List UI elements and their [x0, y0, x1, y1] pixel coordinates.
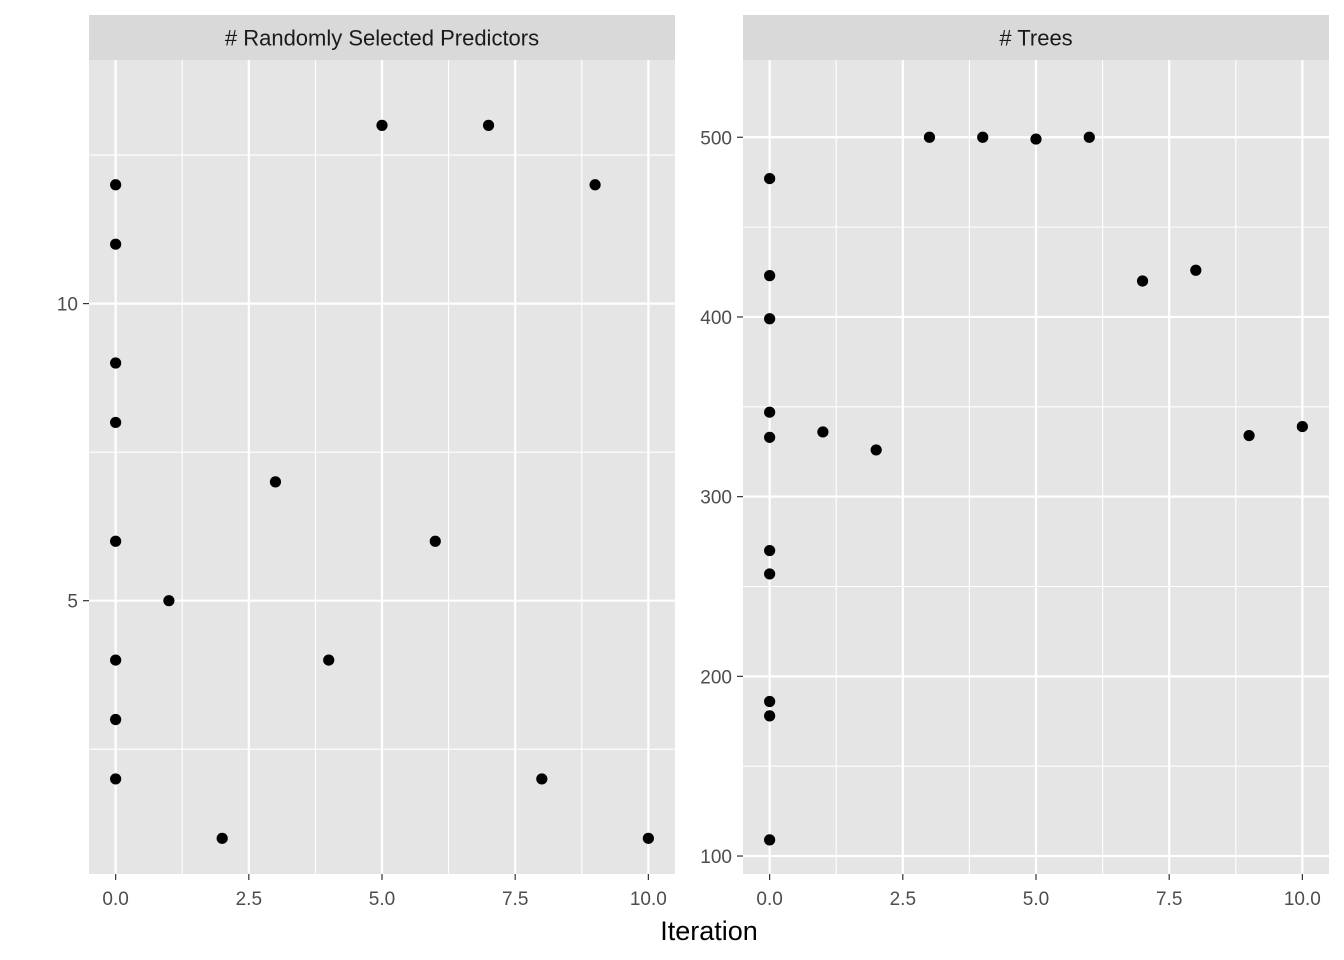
- data-point: [764, 431, 776, 443]
- x-tick-label: 0.0: [756, 889, 782, 910]
- y-tick-label: 5: [67, 592, 78, 613]
- data-point: [376, 119, 388, 131]
- y-tick-label: 200: [700, 667, 732, 688]
- data-point: [764, 406, 776, 418]
- data-point: [817, 426, 829, 438]
- data-point: [589, 179, 601, 191]
- data-point: [870, 444, 882, 456]
- data-point: [977, 131, 989, 143]
- x-tick-label: 5.0: [369, 889, 395, 910]
- facet-title: # Randomly Selected Predictors: [225, 26, 539, 51]
- data-point: [269, 476, 282, 488]
- data-point: [536, 773, 548, 785]
- data-point: [764, 834, 776, 846]
- grid-lines: [743, 60, 1329, 874]
- data-point: [642, 832, 654, 844]
- data-point: [110, 654, 122, 666]
- y-tick-label: 100: [700, 847, 732, 868]
- data-point: [764, 568, 776, 580]
- data-point: [110, 238, 122, 250]
- facet-strip: [743, 15, 1329, 60]
- data-point: [482, 119, 495, 131]
- data-point: [216, 832, 228, 844]
- x-axis-title: Iteration: [660, 916, 758, 946]
- data-point: [764, 710, 776, 722]
- data-point: [764, 270, 776, 282]
- y-tick-label: 500: [700, 128, 732, 149]
- facet-strip: [89, 15, 675, 60]
- data-point: [764, 313, 776, 325]
- facet-randomly-selected-predictors: # Randomly Selected Predictors 0.0 2.5 5.0…: [57, 15, 675, 910]
- data-point: [323, 654, 335, 666]
- y-tick-label: 300: [700, 488, 732, 509]
- data-point: [110, 357, 122, 369]
- x-tick-label: 7.5: [502, 889, 528, 910]
- data-point: [923, 131, 936, 143]
- data-point: [163, 595, 175, 607]
- data-points: [110, 119, 654, 844]
- data-point: [429, 535, 441, 547]
- x-tick-label: 2.5: [890, 889, 916, 910]
- data-point: [110, 416, 122, 429]
- x-axis: 0.0 2.5 5.0 7.5 10.0: [102, 874, 667, 910]
- data-point: [764, 695, 776, 708]
- data-points: [764, 131, 1308, 846]
- x-tick-label: 0.0: [102, 889, 128, 910]
- data-point: [764, 172, 776, 185]
- x-tick-label: 10.0: [1284, 889, 1321, 910]
- data-point: [110, 773, 122, 785]
- data-point: [764, 544, 776, 557]
- data-point: [1190, 264, 1202, 276]
- grid-lines: [89, 60, 675, 874]
- data-point: [1083, 131, 1095, 143]
- facet-title: # Trees: [999, 26, 1072, 51]
- y-axis: 100 200 300 400 500: [700, 128, 743, 868]
- y-axis: 5 10: [57, 295, 89, 613]
- data-point: [110, 535, 122, 547]
- data-point: [1296, 420, 1308, 433]
- y-tick-label: 400: [700, 308, 732, 329]
- x-tick-label: 7.5: [1156, 889, 1182, 910]
- data-point: [110, 179, 122, 191]
- facet-trees: # Trees 0.0 2.5 5.0 7.5 10.0 100 200 300 400 500: [700, 15, 1329, 910]
- y-tick-label: 10: [57, 295, 78, 316]
- x-axis: 0.0 2.5 5.0 7.5 10.0: [756, 874, 1321, 910]
- x-tick-label: 5.0: [1023, 889, 1049, 910]
- data-point: [1030, 133, 1042, 145]
- data-point: [1136, 275, 1149, 287]
- data-point: [1243, 429, 1255, 442]
- data-point: [110, 713, 122, 726]
- x-tick-label: 2.5: [236, 889, 262, 910]
- x-tick-label: 10.0: [630, 889, 667, 910]
